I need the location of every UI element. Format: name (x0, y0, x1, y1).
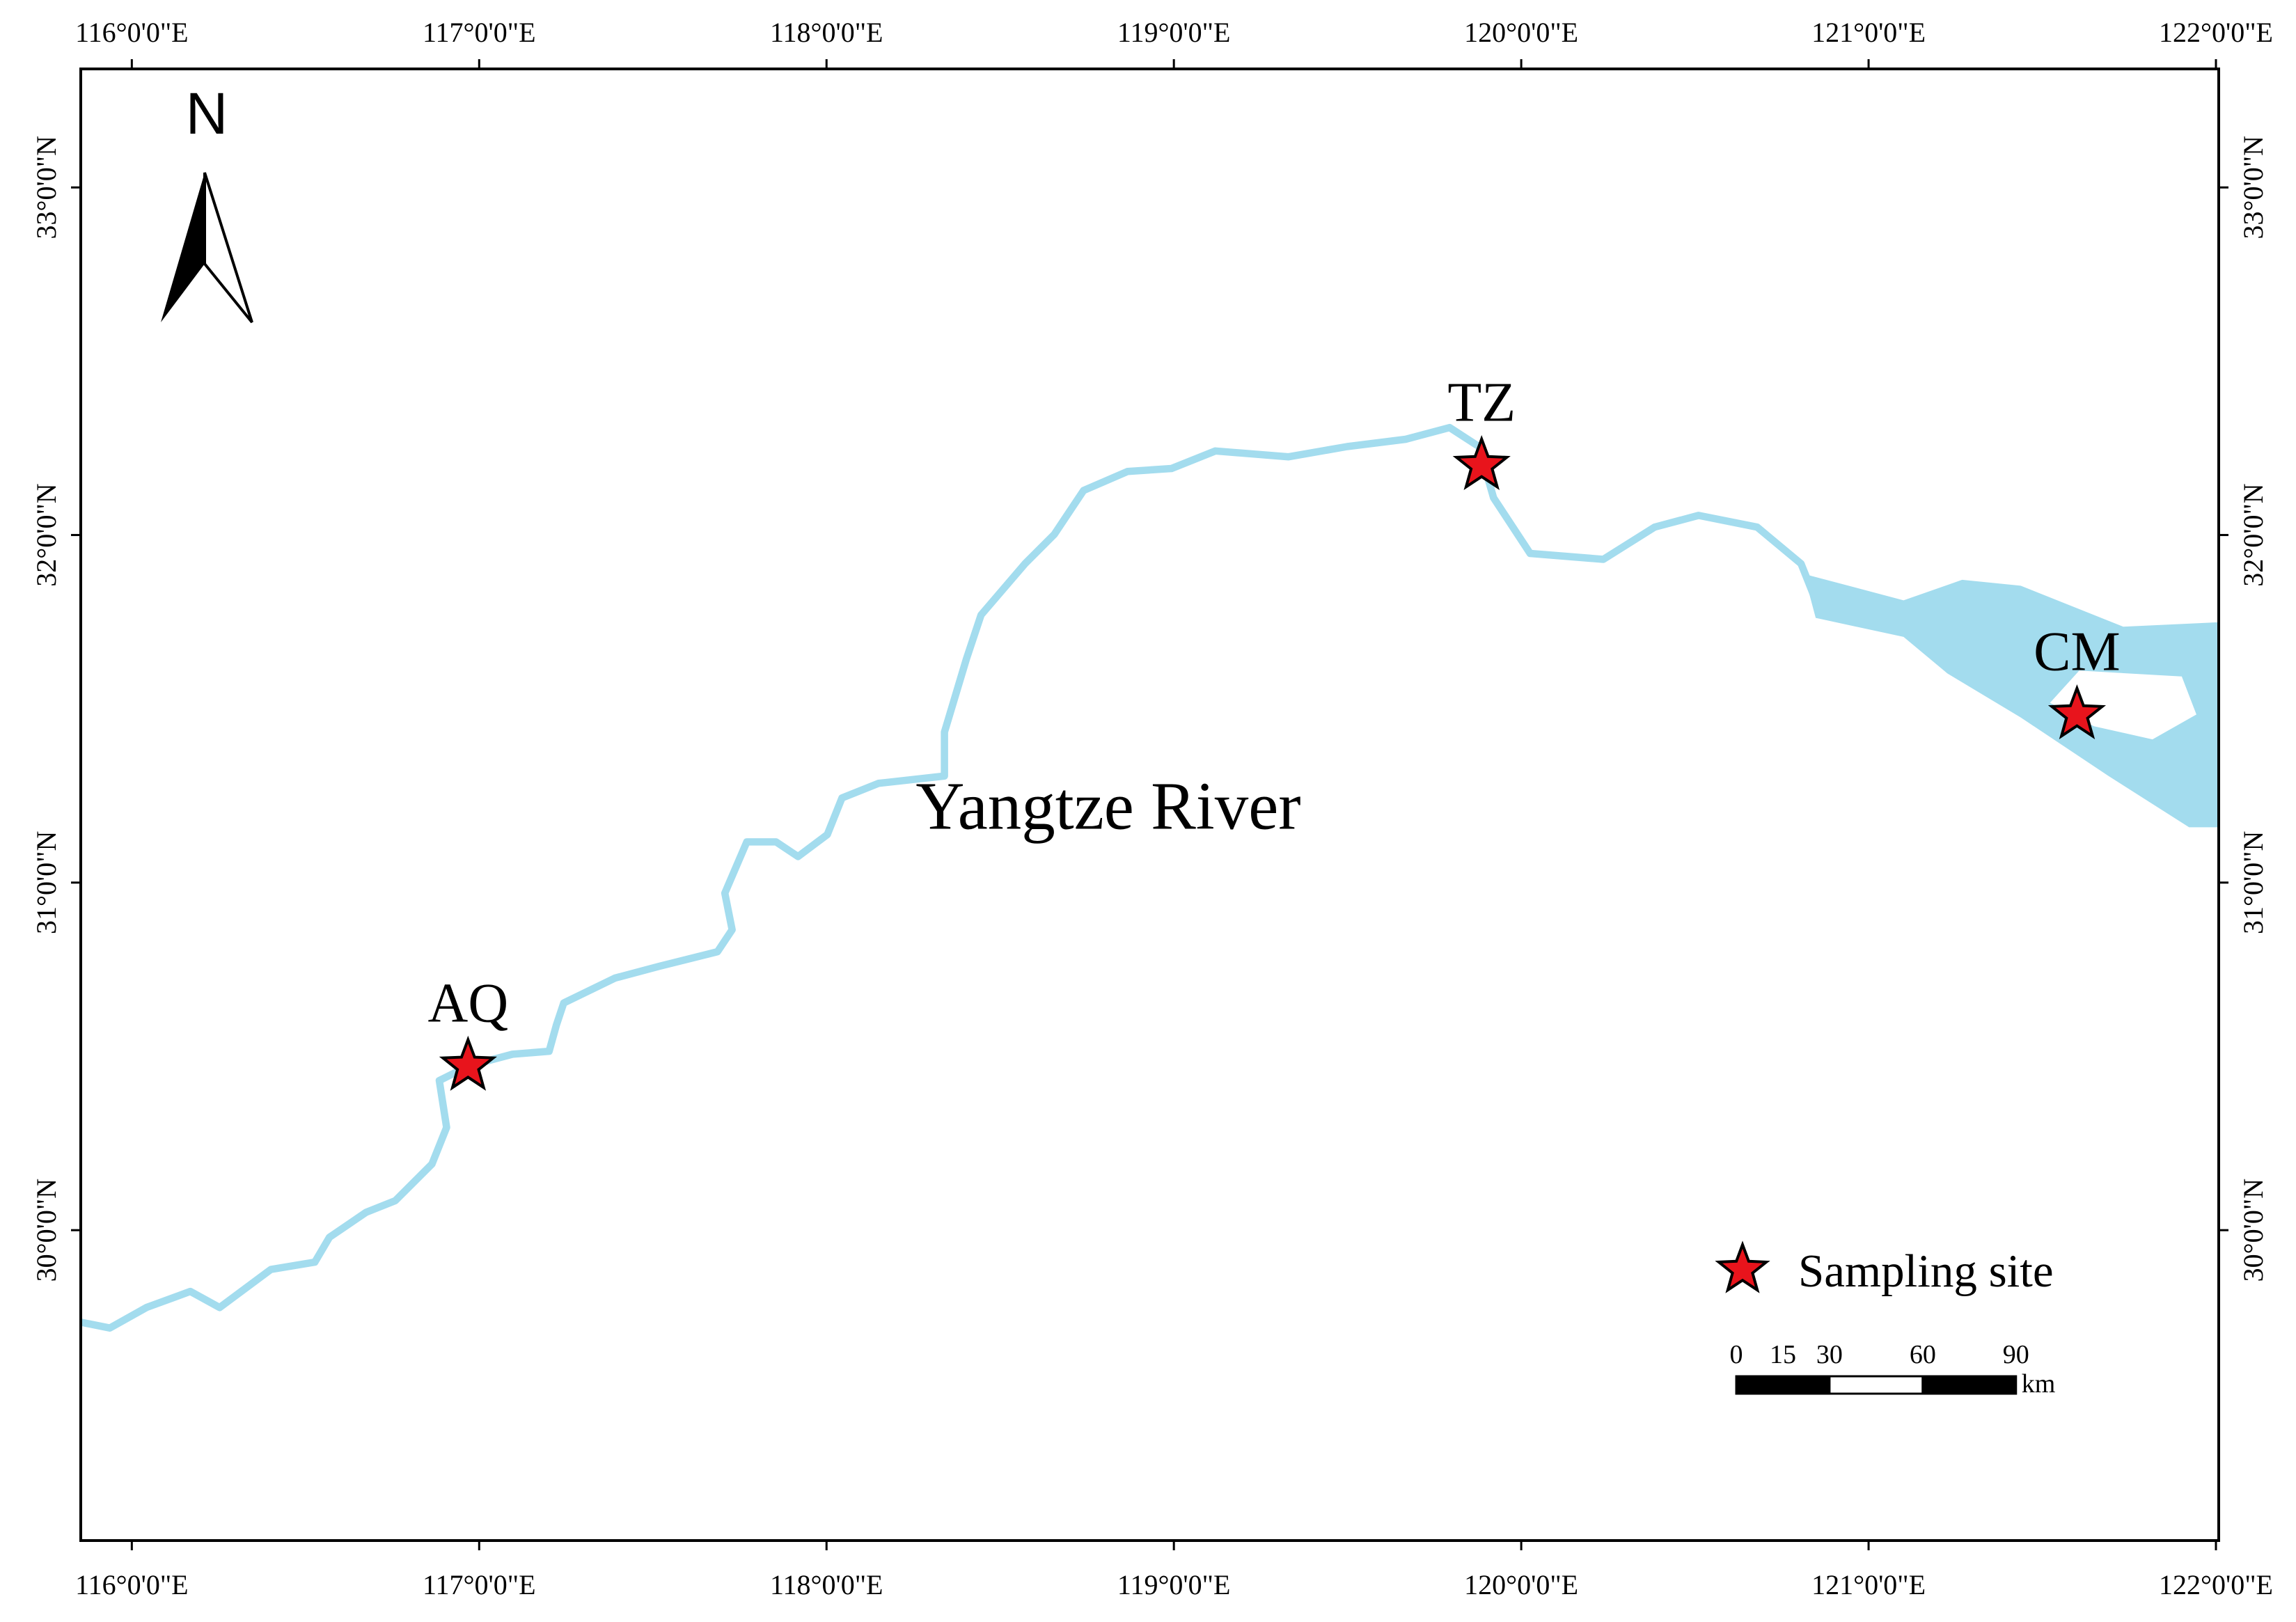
scale-unit: km (2022, 1369, 2056, 1399)
lon-tick-label: 120°0'0"E (1464, 17, 1578, 48)
river (79, 423, 2219, 1332)
lon-tick-label: 119°0'0"E (1117, 17, 1230, 48)
lat-tick-label: 32°0'0"N (2238, 483, 2269, 586)
lon-tick-label: 117°0'0"E (423, 17, 535, 48)
river-channel (79, 423, 1819, 1332)
sampling-site (2047, 684, 2107, 740)
north-arrow-right (203, 172, 253, 324)
lon-tick-label: 122°0'0"E (2159, 17, 2273, 48)
site-label: TZ (1447, 372, 1516, 434)
map-frame (79, 68, 2220, 1542)
river-estuary (1804, 574, 2219, 828)
sampling-site (439, 1035, 497, 1091)
lat-tick-label: 33°0'0"N (31, 136, 62, 239)
scale-segment (1921, 1375, 2018, 1395)
lat-tick-label: 31°0'0"N (31, 831, 62, 934)
lat-tick-label: 30°0'0"N (2238, 1179, 2269, 1282)
lat-tick-label: 33°0'0"N (2238, 136, 2269, 239)
legend-label: Sampling site (1798, 1245, 2054, 1297)
scale-label: 90 (2003, 1340, 2029, 1369)
north-arrow: N (161, 81, 253, 324)
scale-label: 0 (1730, 1340, 1743, 1369)
north-arrow-left (161, 173, 205, 322)
lon-tick-label: 120°0'0"E (1464, 1569, 1578, 1600)
lon-tick-label: 119°0'0"E (1117, 1569, 1230, 1600)
scale-segment (1782, 1375, 1831, 1395)
scale-label: 30 (1816, 1340, 1843, 1369)
site-label: CM (2034, 622, 2121, 683)
lon-tick-label: 121°0'0"E (1811, 17, 1926, 48)
lat-tick-label: 31°0'0"N (2238, 831, 2269, 934)
legend-symbol (1715, 1241, 1770, 1293)
lon-tick-label: 118°0'0"E (770, 17, 883, 48)
lon-tick-label: 116°0'0"E (75, 17, 188, 48)
river-label: Yangtze River (915, 769, 1300, 843)
site-label: AQ (428, 973, 509, 1034)
scale-segment (1828, 1375, 1924, 1395)
lat-tick-label: 30°0'0"N (31, 1179, 62, 1282)
sampling-site (1452, 434, 1511, 491)
north-label: N (186, 81, 228, 146)
scale-label: 60 (1910, 1340, 1936, 1369)
lon-tick-label: 116°0'0"E (75, 1569, 188, 1600)
lon-tick-label: 122°0'0"E (2159, 1569, 2273, 1600)
lon-tick-label: 117°0'0"E (423, 1569, 535, 1600)
lat-tick-label: 32°0'0"N (31, 483, 62, 586)
lon-tick-label: 118°0'0"E (770, 1569, 883, 1600)
lon-tick-label: 121°0'0"E (1811, 1569, 1926, 1600)
scale-segment (1735, 1375, 1784, 1395)
scale-label: 15 (1770, 1340, 1796, 1369)
